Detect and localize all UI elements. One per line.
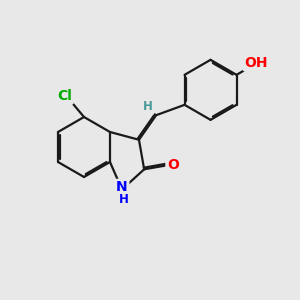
Text: H: H — [143, 100, 153, 113]
Text: O: O — [167, 158, 179, 172]
Text: N: N — [116, 180, 128, 194]
Text: Cl: Cl — [57, 89, 72, 103]
Text: OH: OH — [244, 56, 268, 70]
Text: H: H — [118, 193, 128, 206]
